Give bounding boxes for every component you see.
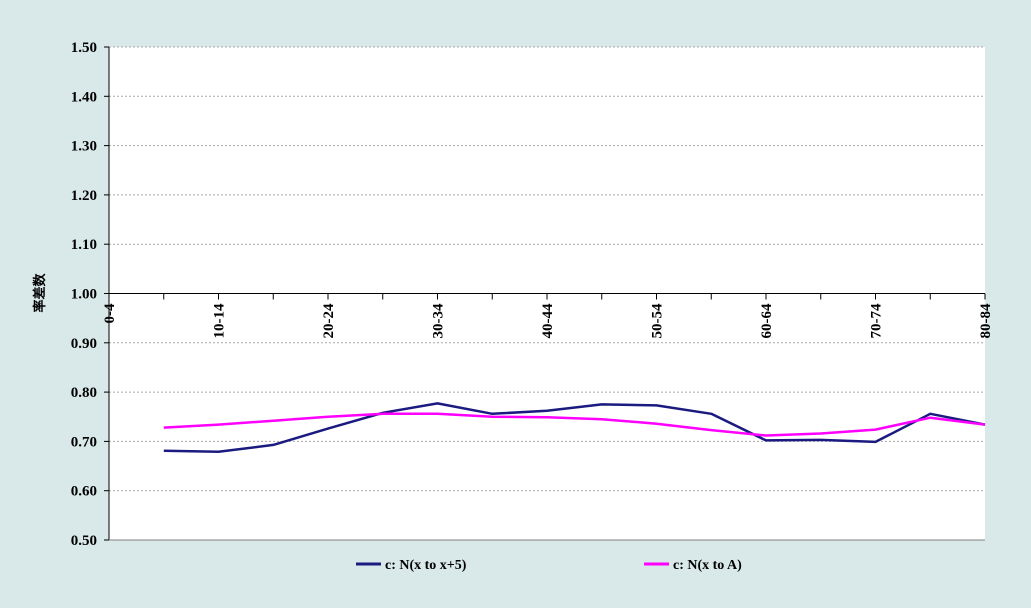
y-tick-label-1: 0.60	[71, 484, 97, 500]
series-line-1	[163, 402, 986, 454]
y-axis-label: 率差数	[32, 273, 47, 313]
axes	[104, 46, 986, 541]
y-tick-label-10: 1.50	[71, 40, 97, 56]
y-tick-label-4: 0.90	[71, 336, 97, 352]
legend: c: N(x to x+5) c: N(x to A)	[356, 558, 742, 573]
gridlines	[109, 46, 985, 492]
x-tick-label-16: 80-84	[978, 303, 994, 338]
x-tick-label-2: 10-14	[212, 303, 228, 338]
x-tick-label-8: 40-44	[540, 303, 556, 338]
x-tick-label-6: 30-34	[431, 303, 447, 338]
y-tick-label-5: 1.00	[71, 287, 97, 303]
y-tick-label-3: 0.80	[71, 385, 97, 401]
x-tick-label-4: 20-24	[321, 303, 337, 338]
x-tick-label-12: 60-64	[759, 303, 775, 338]
y-tick-label-6: 1.10	[71, 237, 97, 253]
series-lines	[163, 402, 986, 454]
legend-label-series-2: c: N(x to A)	[673, 558, 742, 573]
y-tick-label-2: 0.70	[71, 434, 97, 450]
y-tick-label-7: 1.20	[71, 188, 97, 204]
x-tick-label-14: 70-74	[869, 303, 885, 338]
legend-label-series-1: c: N(x to x+5)	[385, 558, 467, 573]
x-tick-labels: 0-4 10-14 20-24 30-34 40-44 50-54 60-64 70-74 80…	[102, 303, 994, 338]
x-tick-label-10: 50-54	[650, 303, 666, 338]
y-tick-label-9: 1.40	[71, 89, 97, 105]
series-line-2	[163, 412, 986, 437]
y-tick-label-0: 0.50	[71, 533, 97, 549]
y-tick-labels: 0.50 0.60 0.70 0.80 0.90 1.00 1.10 1.20 1.30 1.40…	[71, 40, 97, 549]
x-tick-label-0: 0-4	[102, 303, 118, 323]
y-tick-label-8: 1.30	[71, 139, 97, 155]
